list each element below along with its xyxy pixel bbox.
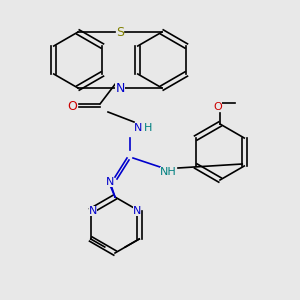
Text: O: O	[67, 100, 77, 113]
Text: N: N	[134, 123, 142, 133]
Text: O: O	[214, 102, 222, 112]
Text: H: H	[144, 123, 152, 133]
Text: N: N	[115, 82, 125, 94]
Text: NH: NH	[160, 167, 176, 177]
Text: N: N	[133, 206, 141, 216]
Text: S: S	[116, 26, 124, 38]
Text: N: N	[88, 206, 97, 216]
Text: N: N	[106, 177, 114, 187]
